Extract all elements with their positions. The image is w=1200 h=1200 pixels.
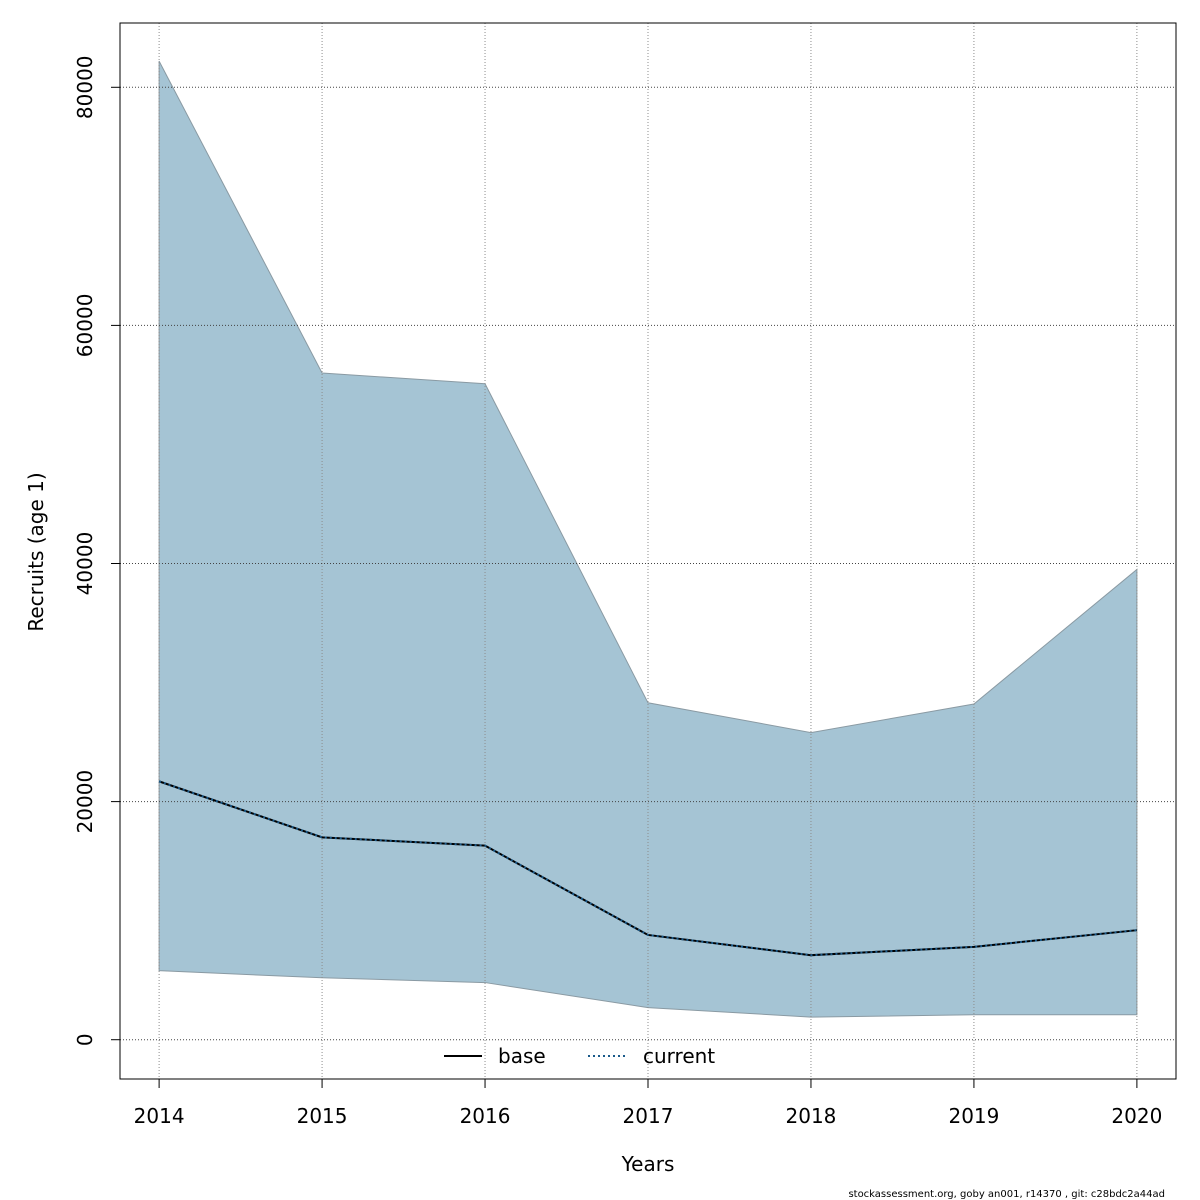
confidence-band-layer	[158, 60, 1138, 1018]
legend: base current	[444, 1044, 715, 1068]
x-tick-label: 2014	[134, 1104, 185, 1128]
grid-layer	[120, 23, 1176, 1079]
legend-label-base: base	[498, 1044, 546, 1068]
series-line-current	[158, 780, 1137, 957]
footer-credit: stockassessment.org, goby an001, r14370 …	[848, 1189, 1165, 1200]
x-tick-label: 2015	[297, 1104, 348, 1128]
y-tick-label: 40000	[73, 532, 97, 596]
y-tick-label: 60000	[73, 294, 97, 358]
y-axis-title: Recruits (age 1)	[24, 472, 48, 631]
series-line-layer	[158, 780, 1137, 957]
y-tick-label: 20000	[73, 770, 97, 834]
y-tick-label: 0	[73, 1033, 97, 1046]
confidence-band	[158, 60, 1138, 1018]
x-tick-label: 2017	[623, 1104, 674, 1128]
x-tick-label: 2018	[786, 1104, 837, 1128]
x-tick-label: 2016	[460, 1104, 511, 1128]
axis-layer: 2014 2015 2016 2017 2018 2019 2020 0 20000 40000 6…	[73, 55, 1162, 1128]
x-tick-label: 2019	[948, 1104, 999, 1128]
x-axis-title: Years	[621, 1152, 675, 1176]
legend-label-current: current	[643, 1044, 715, 1068]
y-tick-label: 80000	[73, 55, 97, 119]
x-tick-label: 2020	[1111, 1104, 1162, 1128]
